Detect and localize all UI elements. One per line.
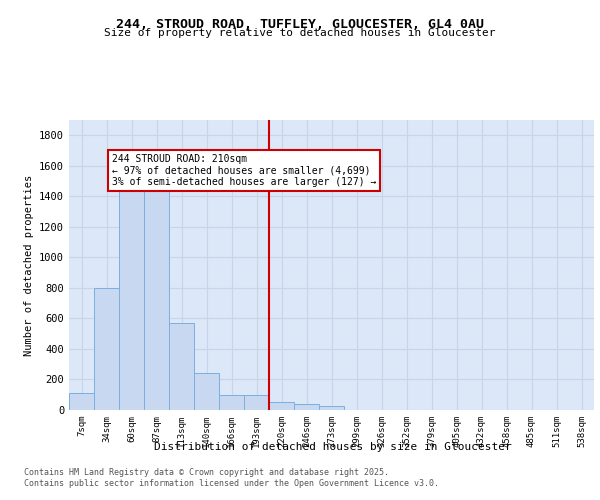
Text: Contains HM Land Registry data © Crown copyright and database right 2025.: Contains HM Land Registry data © Crown c…: [24, 468, 389, 477]
Bar: [219, 394, 244, 410]
Bar: [269, 402, 294, 410]
Bar: [69, 393, 94, 410]
Text: Contains public sector information licensed under the Open Government Licence v3: Contains public sector information licen…: [24, 479, 439, 488]
Text: 244 STROUD ROAD: 210sqm
← 97% of detached houses are smaller (4,699)
3% of semi-: 244 STROUD ROAD: 210sqm ← 97% of detache…: [112, 154, 376, 187]
Text: Size of property relative to detached houses in Gloucester: Size of property relative to detached ho…: [104, 28, 496, 38]
Y-axis label: Number of detached properties: Number of detached properties: [23, 174, 34, 356]
Bar: [119, 181, 144, 410]
Text: 244, STROUD ROAD, TUFFLEY, GLOUCESTER, GL4 0AU: 244, STROUD ROAD, TUFFLEY, GLOUCESTER, G…: [116, 18, 484, 30]
Bar: [144, 188, 169, 410]
Bar: [94, 288, 119, 410]
Bar: [244, 394, 269, 410]
Text: Distribution of detached houses by size in Gloucester: Distribution of detached houses by size …: [154, 442, 512, 452]
Bar: [294, 404, 319, 410]
Bar: [319, 406, 344, 410]
Bar: [194, 372, 219, 410]
Bar: [169, 323, 194, 410]
